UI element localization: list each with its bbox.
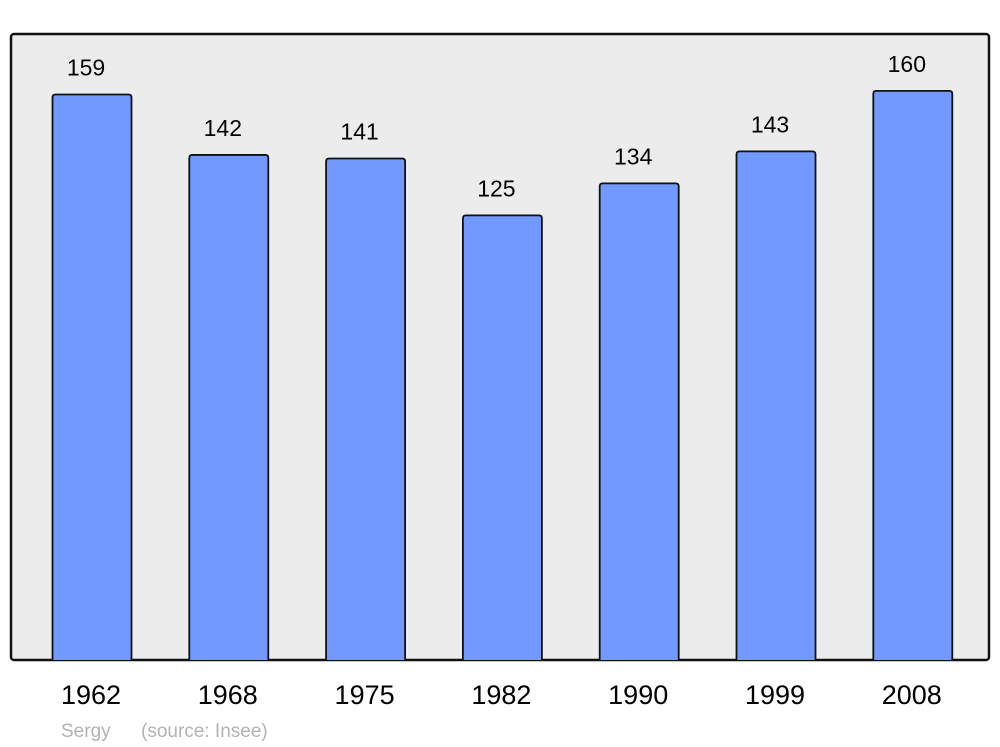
value-label-2008: 160 (888, 51, 926, 77)
bar-1968 (188, 154, 270, 660)
x-tick-1990: 1990 (608, 680, 668, 710)
value-label-1999: 143 (751, 111, 789, 137)
value-label-1982: 125 (477, 175, 515, 201)
x-tick-1975: 1975 (335, 680, 395, 710)
value-label-1990: 134 (614, 143, 653, 169)
bar-2008 (872, 90, 954, 660)
value-label-1962: 159 (67, 54, 105, 80)
x-tick-1982: 1982 (471, 680, 531, 710)
x-tick-2008: 2008 (882, 680, 942, 710)
bar-1982 (462, 214, 543, 660)
bar-1999 (735, 150, 817, 660)
x-axis-tick-labels: 1962 1968 1975 1982 1990 1999 2008 (61, 680, 942, 710)
value-label-1968: 142 (204, 115, 242, 141)
x-tick-1962: 1962 (61, 680, 121, 710)
bars (51, 90, 954, 660)
bar-1962 (51, 93, 133, 660)
value-label-1975: 141 (340, 118, 378, 144)
x-tick-1999: 1999 (745, 680, 805, 710)
footer-place: Sergy (61, 721, 111, 742)
x-tick-1968: 1968 (198, 680, 258, 710)
bar-1990 (598, 182, 680, 660)
footer-source: (source: Insee) (141, 721, 268, 742)
bar-1975 (325, 157, 406, 660)
value-labels: 159 142 141 125 134 143 160 (67, 51, 926, 201)
